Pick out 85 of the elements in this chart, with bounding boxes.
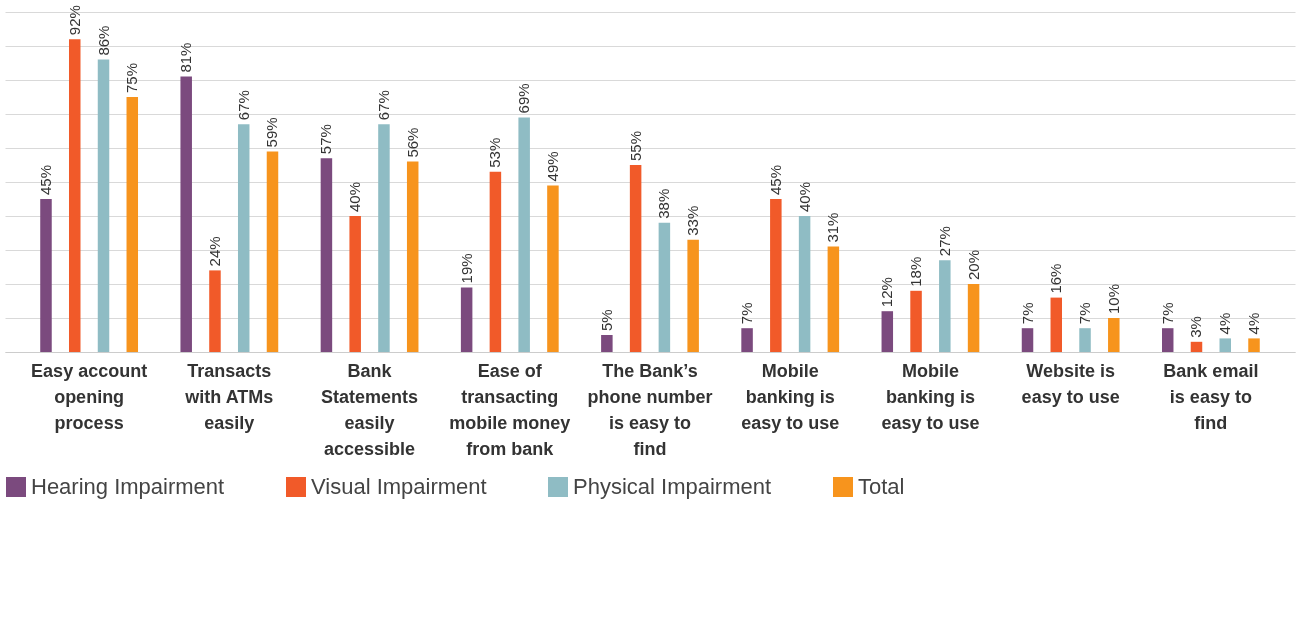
bar (1161, 328, 1174, 352)
data-label: 40% (795, 181, 813, 212)
legend-label: Visual Impairment (311, 474, 487, 499)
x-tick-label: Transacts with ATMs easily (184, 360, 274, 433)
bar (97, 59, 110, 352)
bar (266, 151, 279, 352)
data-label: 19% (457, 253, 475, 284)
bar (518, 117, 530, 352)
data-label: 56% (403, 127, 421, 158)
bar (69, 39, 81, 352)
x-tick-label: Easy account opening process (31, 360, 148, 433)
data-label: 10% (1104, 283, 1122, 314)
bar (741, 328, 753, 352)
data-label: 55% (626, 130, 644, 161)
bar (1050, 297, 1063, 352)
x-tick-label: Bank email is easy to find (1163, 360, 1259, 433)
bar (237, 124, 250, 352)
bar (1079, 328, 1091, 352)
data-label: 4% (1245, 312, 1263, 335)
bar (629, 165, 642, 352)
bar (1219, 338, 1231, 352)
x-tick-label: Mobile banking is easy to use (881, 360, 980, 433)
data-label: 59% (263, 117, 281, 148)
data-label: 81% (177, 42, 195, 73)
x-tick-label: The Bank’s phone number is easy to find (587, 360, 713, 459)
data-label: 33% (684, 205, 702, 236)
bar (967, 284, 980, 352)
data-label: 57% (317, 124, 335, 155)
bar (406, 161, 419, 352)
bar (601, 335, 613, 352)
data-label: 67% (234, 90, 252, 121)
legend-label: Hearing Impairment (31, 474, 225, 499)
bar (798, 216, 811, 352)
data-label: 31% (824, 212, 842, 243)
data-label: 5% (597, 309, 615, 331)
data-label: 49% (543, 151, 561, 182)
data-label: 7% (738, 302, 756, 325)
data-label: 3% (1187, 316, 1205, 338)
data-label: 38% (655, 188, 673, 219)
bar (180, 76, 192, 352)
bar (320, 158, 333, 352)
data-label: 16% (1047, 263, 1065, 294)
bar (460, 287, 473, 352)
x-tick-label: Ease of transacting mobile money from bank (449, 360, 571, 459)
legend-label: Total (858, 474, 905, 499)
bar (687, 239, 699, 352)
legend-label: Physical Impairment (573, 474, 772, 499)
bar (770, 199, 782, 352)
data-label: 40% (346, 181, 364, 212)
bar (1190, 341, 1203, 352)
data-label: 7% (1076, 302, 1094, 325)
bar (349, 216, 361, 352)
bar (1108, 318, 1120, 352)
data-label: 12% (878, 277, 896, 308)
bar (827, 246, 840, 352)
data-label: 86% (94, 25, 112, 56)
data-label: 18% (907, 256, 925, 287)
bar (1021, 328, 1034, 352)
data-label: 45% (766, 164, 784, 195)
bar (881, 311, 894, 352)
data-label: 7% (1158, 302, 1176, 325)
bar (489, 171, 502, 352)
data-label: 69% (515, 83, 533, 114)
bar (910, 290, 922, 352)
data-label: 53% (486, 137, 504, 168)
data-label: 4% (1216, 312, 1234, 335)
bar (126, 97, 139, 352)
x-tick-label: Website is easy to use (1021, 360, 1120, 407)
data-label: 67% (374, 90, 392, 121)
bar (658, 222, 671, 352)
data-label: 27% (935, 226, 953, 257)
bar (1248, 338, 1260, 352)
bar (40, 199, 52, 352)
x-tick-label: Mobile banking is easy to use (741, 360, 840, 433)
data-label: 45% (36, 164, 54, 195)
bar (939, 260, 951, 352)
data-label: 20% (964, 249, 982, 280)
data-label: 75% (123, 62, 141, 93)
data-label: 92% (65, 5, 83, 36)
bar (209, 270, 221, 352)
x-tick-label: Bank Statements easily accessible (321, 360, 419, 459)
data-label: 24% (205, 236, 223, 267)
bar (547, 185, 559, 352)
data-label: 7% (1018, 302, 1036, 325)
bar (378, 124, 390, 352)
